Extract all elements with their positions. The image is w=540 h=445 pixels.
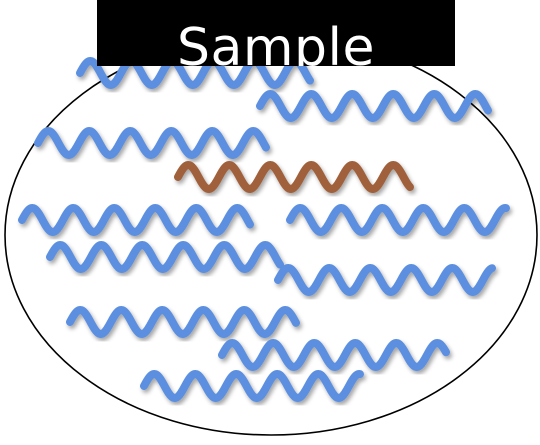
blue-strand (218, 339, 450, 371)
blue-strand (34, 127, 270, 159)
blue-strand (76, 57, 314, 89)
blue-strand (140, 370, 364, 402)
blue-strand (256, 90, 492, 122)
strand-group (18, 57, 510, 402)
blue-strand (18, 204, 254, 236)
blue-strand (46, 241, 284, 273)
blue-strand (66, 306, 300, 338)
title-text: Sample (177, 18, 375, 66)
blue-strand (286, 204, 510, 236)
title-box: Sample (97, 0, 455, 66)
highlight-strand (174, 161, 414, 193)
blue-strand (274, 264, 496, 296)
